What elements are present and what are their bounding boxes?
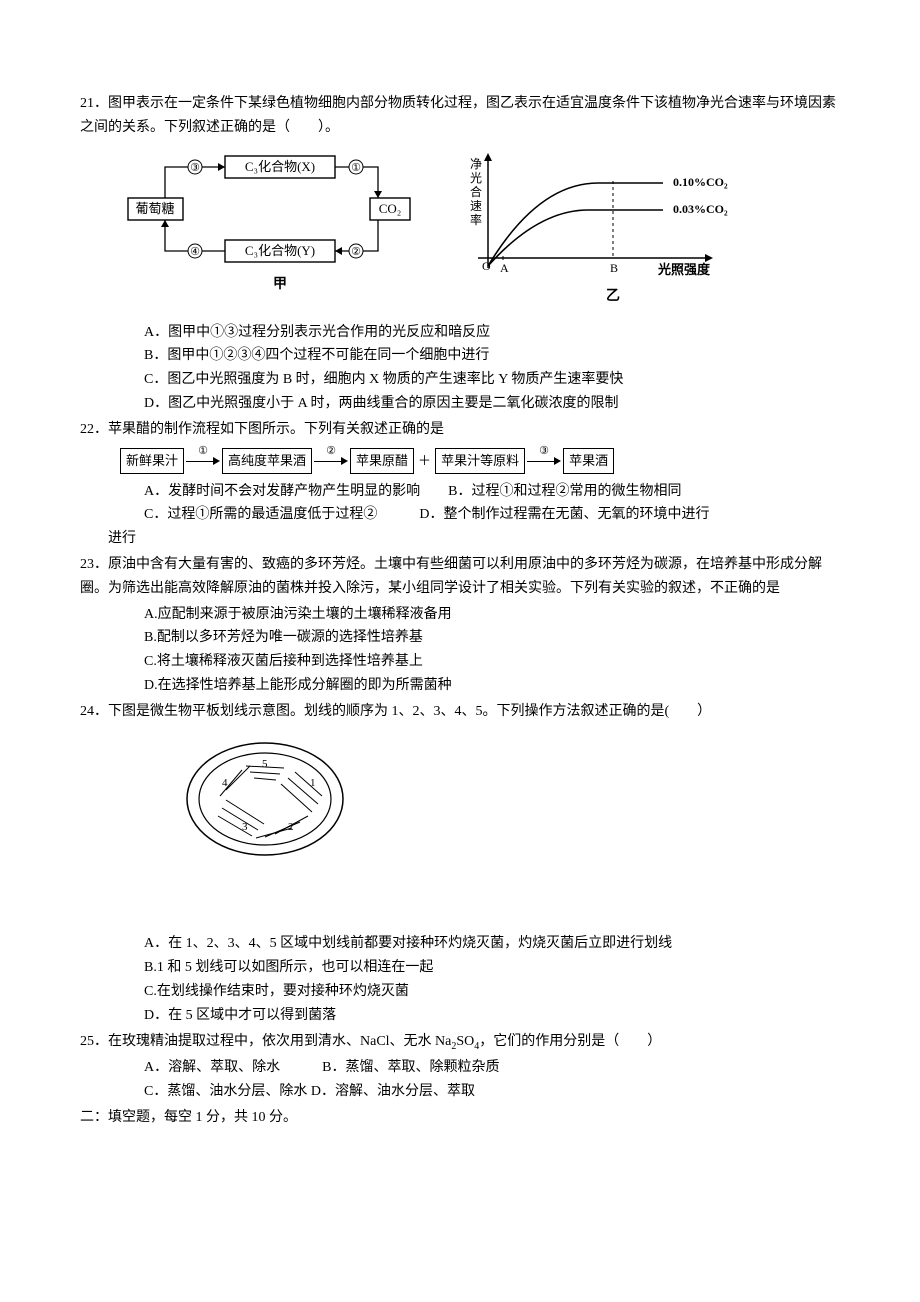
fig-jia: C₃化合物(X) C₃化合物(Y) 葡萄糖 CO₂ ① ② ③ ④ 甲 <box>120 148 420 313</box>
q24-stem: 24．下图是微生物平板划线示意图。划线的顺序为 1、2、3、4、5。下列操作方法… <box>80 700 840 724</box>
flow-box-1: 新鲜果汁 <box>120 448 184 474</box>
svg-text:③: ③ <box>190 162 200 174</box>
flow-arrow-2: ② <box>314 452 348 470</box>
section-2-heading: 二：填空题，每空 1 分，共 10 分。 <box>80 1106 840 1130</box>
flow-box-5: 苹果酒 <box>563 448 614 474</box>
svg-text:速: 速 <box>470 199 482 213</box>
svg-text:5: 5 <box>262 758 268 770</box>
q25-opts-ab: A．溶解、萃取、除水 B．蒸馏、萃取、除颗粒杂质 <box>80 1056 840 1080</box>
q24-opt-a: A．在 1、2、3、4、5 区域中划线前都要对接种环灼烧灭菌，灼烧灭菌后立即进行… <box>80 932 840 956</box>
flow-plus: ＋ <box>416 450 433 472</box>
q23-opt-d: D.在选择性培养基上能形成分解圈的即为所需菌种 <box>80 674 840 698</box>
svg-text:②: ② <box>351 246 361 258</box>
svg-text:2: 2 <box>288 821 294 833</box>
svg-text:光: 光 <box>470 171 482 185</box>
spacer <box>80 892 840 932</box>
flow-box-2: 高纯度苹果酒 <box>222 448 312 474</box>
q22-opt-d-cont: 进行 <box>80 527 840 551</box>
box-x-label: C₃化合物(X) <box>245 159 315 174</box>
flow-box-3: 苹果原醋 <box>350 448 414 474</box>
q22-stem: 22．苹果醋的制作流程如下图所示。下列有关叙述正确的是 <box>80 418 840 442</box>
flow-arrow-3: ③ <box>527 452 561 470</box>
q21-stem: 21．图甲表示在一定条件下某绿色植物细胞内部分物质转化过程，图乙表示在适宜温度条… <box>80 92 840 140</box>
q25-opts-cd: C．蒸馏、油水分层、除水 D．溶解、油水分层、萃取 <box>80 1080 840 1104</box>
q24-plate-figure: 1 2 3 4 5 <box>180 734 840 883</box>
q21-opt-b: B．图甲中①②③④四个过程不可能在同一个细胞中进行 <box>80 344 840 368</box>
svg-text:A: A <box>500 261 509 275</box>
svg-text:率: 率 <box>470 212 482 227</box>
box-g-label: 葡萄糖 <box>135 201 174 216</box>
q24-opt-b: B.1 和 5 划线可以如图所示，也可以相连在一起 <box>80 956 840 980</box>
svg-text:1: 1 <box>310 777 316 789</box>
svg-text:净: 净 <box>470 157 482 171</box>
svg-text:④: ④ <box>190 246 200 258</box>
flow-box-4: 苹果汁等原料 <box>435 448 525 474</box>
q22-opts-cd: C．过程①所需的最适温度低于过程② D．整个制作过程需在无菌、无氧的环境中进行 <box>80 503 840 527</box>
q21-opt-a: A．图甲中①③过程分别表示光合作用的光反应和暗反应 <box>80 321 840 345</box>
svg-text:0.10%CO₂: 0.10%CO₂ <box>673 175 728 189</box>
svg-text:0.03%CO₂: 0.03%CO₂ <box>673 202 728 216</box>
fig-yi: 净 光 合 速 率 O 0.10%CO₂ 0.03%CO₂ A B 光照强度 乙 <box>448 148 748 313</box>
flow-arrow-1: ① <box>186 452 220 470</box>
q23-opt-c: C.将土壤稀释液灭菌后接种到选择性培养基上 <box>80 650 840 674</box>
q21-opt-d: D．图乙中光照强度小于 A 时，两曲线重合的原因主要是二氧化碳浓度的限制 <box>80 392 840 416</box>
box-c-label: CO₂ <box>379 201 402 216</box>
svg-text:光照强度: 光照强度 <box>657 262 711 277</box>
svg-text:甲: 甲 <box>273 276 287 292</box>
svg-text:4: 4 <box>222 777 228 789</box>
q23-stem: 23．原油中含有大量有害的、致癌的多环芳烃。土壤中有些细菌可以利用原油中的多环芳… <box>80 553 840 601</box>
q24-opt-d: D．在 5 区域中才可以得到菌落 <box>80 1004 840 1028</box>
q24-opt-c: C.在划线操作结束时，要对接种环灼烧灭菌 <box>80 980 840 1004</box>
q21-figures: C₃化合物(X) C₃化合物(Y) 葡萄糖 CO₂ ① ② ③ ④ 甲 <box>120 148 840 313</box>
q23-opt-a: A.应配制来源于被原油污染土壤的土壤稀释液备用 <box>80 603 840 627</box>
svg-text:B: B <box>610 261 618 275</box>
box-y-label: C₃化合物(Y) <box>245 243 315 258</box>
q23-opt-b: B.配制以多环芳烃为唯一碳源的选择性培养基 <box>80 626 840 650</box>
q22-opts-ab: A．发酵时间不会对发酵产物产生明显的影响 B．过程①和过程②常用的微生物相同 <box>80 480 840 504</box>
plate-svg: 1 2 3 4 5 <box>180 734 350 874</box>
svg-text:O: O <box>482 259 491 273</box>
svg-text:3: 3 <box>242 821 248 833</box>
q21-opt-c: C．图乙中光照强度为 B 时，细胞内 X 物质的产生速率比 Y 物质产生速率要快 <box>80 368 840 392</box>
q22-flowchart: 新鲜果汁 ① 高纯度苹果酒 ② 苹果原醋 ＋ 苹果汁等原料 ③ 苹果酒 <box>120 448 840 474</box>
svg-text:乙: 乙 <box>606 288 620 304</box>
svg-text:①: ① <box>351 162 361 174</box>
q25-stem: 25．在玫瑰精油提取过程中，依次用到清水、NaCl、无水 Na2SO4，它们的作… <box>80 1030 840 1055</box>
svg-text:合: 合 <box>470 184 482 199</box>
